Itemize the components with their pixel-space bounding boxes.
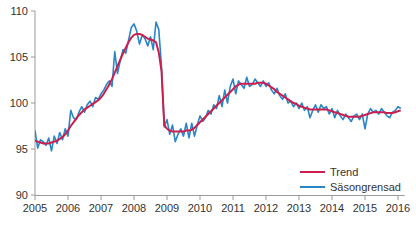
x-tick-label: 2006 [56,202,80,214]
x-tick-label: 2013 [287,202,311,214]
x-tick [68,195,69,200]
y-tick [31,149,35,150]
x-tick [200,195,201,200]
chart: 90 95 100 105 110 2005 2006 2007 2008 2009 2010 201… [0,0,416,227]
x-tick-label: 2009 [155,202,179,214]
x-tick [167,195,168,200]
series-line [35,22,401,151]
y-tick-label: 105 [10,51,28,63]
x-tick [233,195,234,200]
y-tick [31,195,35,196]
x-tick-label: 2005 [23,202,47,214]
x-tick [299,195,300,200]
x-tick-label: 2007 [89,202,113,214]
x-tick [134,195,135,200]
y-tick [31,103,35,104]
x-tick-label: 2012 [254,202,278,214]
x-tick-label: 2015 [353,202,377,214]
x-tick-label: 2016 [386,202,410,214]
y-tick-label: 95 [16,143,28,155]
x-tick [398,195,399,200]
x-tick [332,195,333,200]
x-tick [101,195,102,200]
legend-swatch [300,171,325,173]
x-tick [35,195,36,200]
legend-swatch [300,186,325,188]
series-line [35,34,401,143]
x-axis [35,195,405,196]
x-tick [266,195,267,200]
x-tick [365,195,366,200]
plot-area [35,22,401,151]
x-tick-label: 2008 [122,202,146,214]
y-tick [31,57,35,58]
y-tick-label: 90 [16,189,28,201]
x-tick-label: 2010 [188,202,212,214]
legend-label: Säsongrensad [330,181,401,193]
y-tick-label: 100 [10,97,28,109]
y-tick [31,11,35,12]
x-tick-label: 2014 [320,202,344,214]
legend-label: Trend [330,166,358,178]
x-tick-label: 2011 [221,202,245,214]
y-tick-label: 110 [10,5,28,17]
